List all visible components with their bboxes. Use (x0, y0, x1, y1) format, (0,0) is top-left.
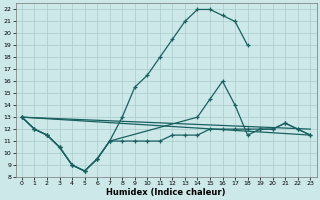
X-axis label: Humidex (Indice chaleur): Humidex (Indice chaleur) (106, 188, 226, 197)
